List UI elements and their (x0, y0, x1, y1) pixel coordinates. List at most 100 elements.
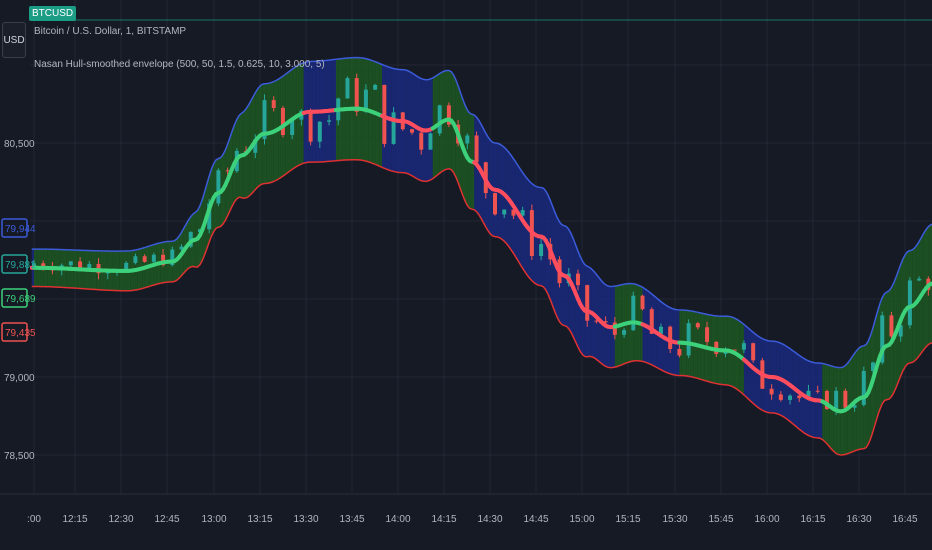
candle (465, 135, 470, 144)
candle (880, 315, 885, 363)
x-tick-label: 12:45 (154, 514, 179, 525)
candle (732, 349, 737, 351)
candle (78, 261, 83, 270)
x-tick-label: 12:15 (62, 514, 87, 525)
candle (87, 263, 92, 270)
candle (419, 132, 424, 150)
candle (741, 343, 746, 350)
candle (788, 395, 793, 400)
price-label: 79,689 (5, 294, 36, 305)
candle (631, 295, 636, 331)
candle (861, 370, 866, 405)
symbol-badge[interactable]: BTCUSD (29, 6, 77, 21)
candle (695, 323, 700, 328)
candle (705, 327, 710, 342)
candle (751, 343, 756, 361)
candle (871, 362, 876, 371)
candle (668, 326, 673, 350)
currency-button[interactable]: USD (2, 22, 26, 58)
candle (917, 278, 922, 281)
x-tick-label: 16:45 (892, 514, 917, 525)
x-tick-label: 13:30 (293, 514, 318, 525)
candle (843, 390, 848, 408)
candle (815, 390, 820, 392)
candle (640, 295, 645, 310)
y-tick-label: 79,000 (4, 373, 35, 384)
candle (658, 326, 663, 334)
x-tick-label: 15:15 (615, 514, 640, 525)
candle (769, 388, 774, 395)
candle (253, 139, 258, 153)
candle (907, 280, 912, 326)
candle (889, 315, 894, 337)
candle (280, 107, 285, 136)
candle (345, 78, 350, 99)
candle (216, 170, 221, 204)
candle (575, 273, 580, 286)
candle (124, 262, 129, 272)
candle (594, 320, 599, 322)
candle (437, 105, 442, 134)
x-tick-label: :00 (27, 514, 41, 525)
candle (649, 309, 654, 334)
lower-band-line (31, 159, 932, 456)
candle (686, 323, 691, 356)
candle (188, 232, 193, 247)
x-tick-label: 14:00 (385, 514, 410, 525)
upper-band-line (31, 56, 932, 369)
x-tick-label: 16:00 (754, 514, 779, 525)
candle (161, 254, 166, 266)
candle (677, 349, 682, 356)
candle (502, 209, 507, 215)
candle (428, 133, 433, 150)
candle (207, 203, 212, 230)
candle (410, 129, 415, 133)
candle (824, 390, 829, 410)
x-tick-label: 12:30 (108, 514, 133, 525)
candle (806, 390, 811, 399)
candle (133, 256, 138, 263)
price-label-box (1, 322, 28, 342)
y-tick-label: 78,500 (4, 451, 35, 462)
candle (898, 325, 903, 337)
price-label-box (1, 218, 28, 238)
x-tick-label: 13:00 (201, 514, 226, 525)
candle (520, 210, 525, 216)
candle (151, 254, 156, 262)
candle (834, 390, 839, 410)
candle (852, 404, 857, 408)
x-tick-label: 16:15 (800, 514, 825, 525)
candle (32, 263, 36, 268)
candle (622, 330, 627, 335)
y-tick-label: 80,500 (4, 139, 35, 150)
series-title: Bitcoin / U.S. Dollar, 1, BITSTAMP (34, 26, 187, 37)
candle (446, 105, 451, 125)
candle (382, 84, 387, 144)
candle (354, 78, 359, 112)
candle (373, 84, 378, 90)
candle (290, 119, 295, 136)
candle (511, 209, 516, 216)
candle (68, 261, 73, 266)
candle (327, 120, 332, 122)
candle (271, 100, 276, 108)
candle (317, 121, 322, 142)
candle (391, 112, 396, 144)
candle (262, 100, 267, 140)
price-label: 79,944 (5, 224, 36, 235)
candle (493, 193, 497, 215)
candle (797, 395, 802, 399)
price-label-box (1, 288, 28, 308)
price-label: 79,435 (5, 328, 36, 339)
x-tick-label: 15:45 (708, 514, 733, 525)
x-tick-label: 15:00 (569, 514, 594, 525)
x-tick-label: 14:30 (477, 514, 502, 525)
x-tick-label: 15:30 (662, 514, 687, 525)
candle (179, 246, 184, 250)
price-label-box (1, 254, 28, 274)
candle (778, 394, 783, 400)
x-tick-label: 14:15 (431, 514, 456, 525)
x-tick-label: 13:15 (247, 514, 272, 525)
candle (363, 89, 368, 112)
